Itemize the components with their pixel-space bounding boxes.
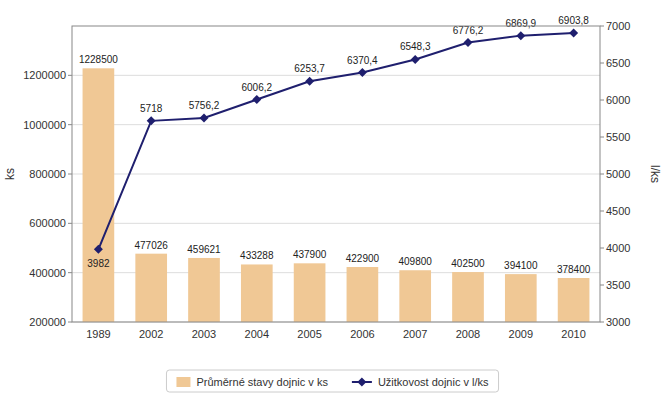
legend-item: Průměrné stavy dojnic v ks [176,376,328,388]
bar-label: 378400 [557,264,591,275]
legend-label: Užitkovost dojnic v l/ks [378,376,489,388]
bar [558,278,590,322]
line-label: 6548,3 [400,41,431,52]
bar-label: 409800 [399,256,433,267]
y2-tick-label: 6500 [606,57,630,69]
line-label: 6370,4 [347,55,378,66]
chart: 200000 400000 600000 800000 1000000 1200000 30… [0,0,665,407]
y2-tick-label: 3000 [606,316,630,328]
bar [505,274,537,322]
tick-mark [68,124,72,125]
marker [411,55,420,64]
tick-mark [600,63,604,64]
y2-tick-label: 5000 [606,168,630,180]
grid [72,75,600,322]
legend-item: Užitkovost dojnic v l/ks [352,376,489,388]
x-tick-label: 2005 [297,328,321,340]
bar-label: 422900 [346,253,380,264]
x-tick-label: 2007 [403,328,427,340]
y-tick-label: 1000000 [23,119,66,131]
y2-tick-label: 4000 [606,242,630,254]
marker [569,29,578,38]
tick-mark [68,75,72,76]
y-tick-label: 400000 [29,267,66,279]
tick-mark [68,272,72,273]
bar-label: 477026 [135,240,169,251]
y-tick-label: 200000 [29,316,66,328]
marker [147,116,156,125]
plot-background [72,26,600,322]
bar [188,258,220,322]
line [98,33,573,249]
legend: Průměrné stavy dojnic v ks Užitkovost doj… [166,370,498,392]
tick-mark [68,223,72,224]
x-tick-label: 2002 [139,328,163,340]
marker [252,95,261,104]
marker [200,114,209,123]
y-tick-label: 600000 [29,217,66,229]
x-tick-label: 2010 [561,328,585,340]
grid-line [72,75,600,76]
x-tick-label: 2003 [192,328,216,340]
marker [516,31,525,40]
y2-tick-label: 5500 [606,131,630,143]
tick-mark [600,285,604,286]
bar-label: 433288 [240,250,274,261]
marker [305,77,314,86]
y-tick-label: 800000 [29,168,66,180]
marker [94,245,103,254]
plot-frame [72,26,600,322]
bar [83,68,115,322]
y2-tick-label: 6000 [606,94,630,106]
bar [241,264,273,322]
legend-label: Průměrné stavy dojnic v ks [196,376,328,388]
tick-mark [68,174,72,175]
x-tick-label: 1989 [86,328,110,340]
tick-mark [600,137,604,138]
bar [347,267,379,322]
bar [452,272,484,322]
bar-label: 459621 [187,244,221,255]
legend-marker [357,378,366,387]
bar-label: 402500 [451,258,485,269]
bar-label: 394100 [504,260,538,271]
y-tick-label: 1200000 [23,69,66,81]
y2-tick-label: 3500 [606,279,630,291]
bar [135,254,167,322]
y2-tick-label: 4500 [606,205,630,217]
line-label: 5718 [140,103,163,114]
tick-mark [600,248,604,249]
y-axis-title: ks [3,168,17,180]
x-tick-label: 2009 [509,328,533,340]
line-label: 6253,7 [294,63,325,74]
line-label: 6006,2 [242,82,273,93]
bar-label: 1228500 [79,54,118,65]
tick-mark [68,322,72,323]
grid-line [72,223,600,224]
line-label: 5756,2 [189,100,220,111]
line-label: 6903,8 [558,15,589,26]
legend-frame [166,370,498,392]
tick-mark [600,100,604,101]
bar [294,263,326,322]
tick-mark [600,174,604,175]
line-label: 3982 [87,258,110,269]
bar [399,270,431,322]
data-labels: 1228500 477026 459621 433288 437900 422900 409… [79,15,591,275]
tick-mark [600,322,604,323]
y2-tick-label: 7000 [606,20,630,32]
bar-label: 437900 [293,249,327,260]
marks [83,29,590,322]
tick-mark [600,211,604,212]
y2-axis-title: l/ks [648,165,662,183]
x-tick-label: 2006 [350,328,374,340]
line-label: 6869,9 [506,18,537,29]
grid-line [72,174,600,175]
tick-mark [600,26,604,27]
x-tick-label: 2004 [245,328,269,340]
marker [358,68,367,77]
x-tick-label: 2008 [456,328,480,340]
legend-swatch [176,377,190,387]
marker [464,38,473,47]
